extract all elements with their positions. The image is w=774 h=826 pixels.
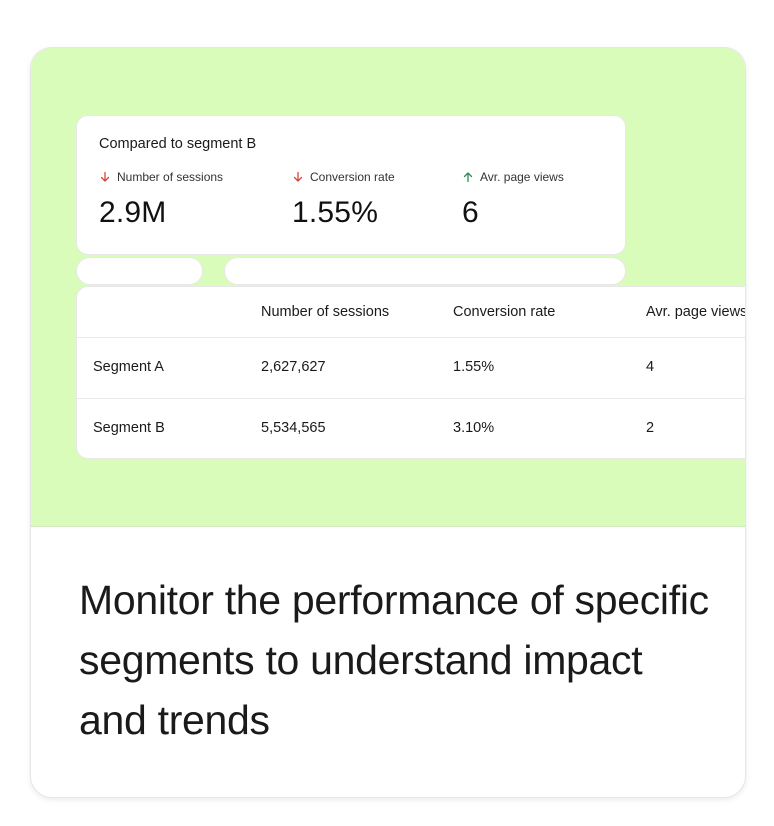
segment-table: Number of sessions Conversion rate Avr. …: [76, 286, 745, 459]
comparison-panel: Compared to segment B Number of sessions…: [76, 115, 626, 255]
metric-label: Conversion rate: [310, 170, 395, 184]
metric-value: 6: [462, 196, 479, 229]
feature-card: Compared to segment B Number of sessions…: [30, 47, 746, 798]
connector-pill-right: [224, 257, 626, 285]
table-cell: 3.10%: [453, 420, 495, 436]
metric-label: Avr. page views: [480, 170, 564, 184]
table-header-cell: Conversion rate: [453, 304, 556, 320]
metric-avr-page-views: Avr. page views 6: [462, 170, 564, 230]
table-cell: 4: [646, 359, 655, 375]
table-cell: 2,627,627: [261, 359, 326, 375]
table-row: Segment B 5,534,565 3.10% 2: [77, 398, 745, 458]
table-header-cell: Number of sessions: [261, 304, 390, 320]
arrow-up-icon: [463, 172, 473, 183]
table-cell: Segment B: [93, 420, 165, 436]
table-cell: 5,534,565: [261, 420, 326, 436]
metric-label: Number of sessions: [117, 170, 224, 184]
table-header-cell: Avr. page views: [646, 304, 745, 320]
metric-value: 1.55%: [292, 196, 379, 229]
table-cell: 1.55%: [453, 359, 495, 375]
metric-value: 2.9M: [99, 196, 167, 229]
table-cell: Segment A: [93, 359, 164, 375]
comparison-title: Compared to segment B: [99, 136, 257, 152]
hero-illustration: Compared to segment B Number of sessions…: [31, 48, 745, 527]
table-header-row: Number of sessions Conversion rate Avr. …: [77, 287, 745, 338]
connector-pill-left: [76, 257, 203, 285]
metric-number-of-sessions: Number of sessions 2.9M: [99, 170, 223, 230]
feature-caption: Monitor the performance of specific segm…: [79, 577, 709, 743]
arrow-down-icon: [100, 171, 110, 182]
arrow-down-icon: [293, 171, 303, 182]
table-row: Segment A 2,627,627 1.55% 4: [77, 337, 745, 399]
table-cell: 2: [646, 420, 655, 436]
metric-conversion-rate: Conversion rate 1.55%: [292, 170, 395, 230]
